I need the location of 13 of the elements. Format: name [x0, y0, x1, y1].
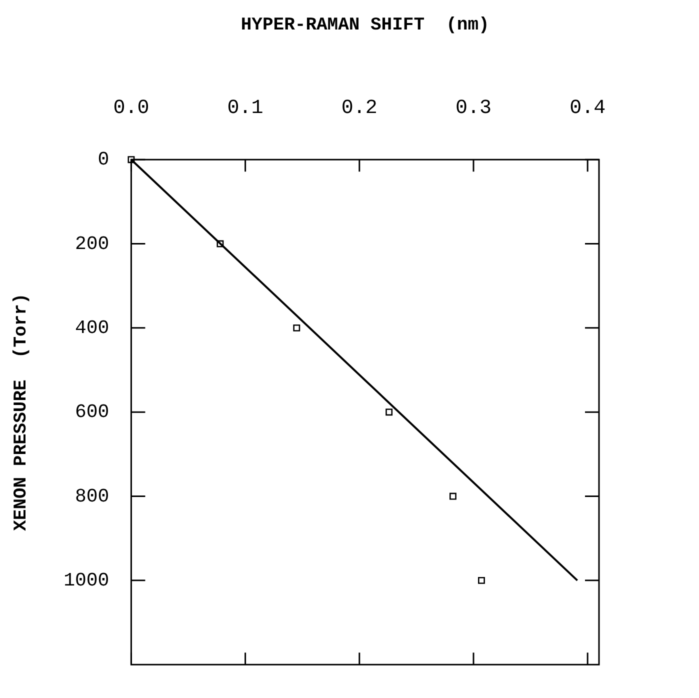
x-tick-label: 0.3: [455, 96, 492, 120]
y-tick-label: 200: [74, 232, 110, 255]
y-tick-label: 600: [74, 401, 110, 424]
y-axis-title: XENON PRESSURE (Torr): [11, 293, 32, 531]
y-tick-label: 800: [74, 485, 110, 508]
x-tick-label: 0.2: [341, 96, 378, 120]
x-tick-label: 0.4: [570, 96, 606, 120]
y-tick-label: 0: [98, 148, 110, 171]
x-axis-title: HYPER-RAMAN SHIFT (nm): [240, 15, 490, 36]
x-tick-label: 0.1: [227, 96, 264, 120]
y-tick-label: 400: [74, 316, 110, 339]
x-tick-label: 0.0: [113, 96, 150, 120]
y-tick-label: 1000: [64, 569, 110, 592]
